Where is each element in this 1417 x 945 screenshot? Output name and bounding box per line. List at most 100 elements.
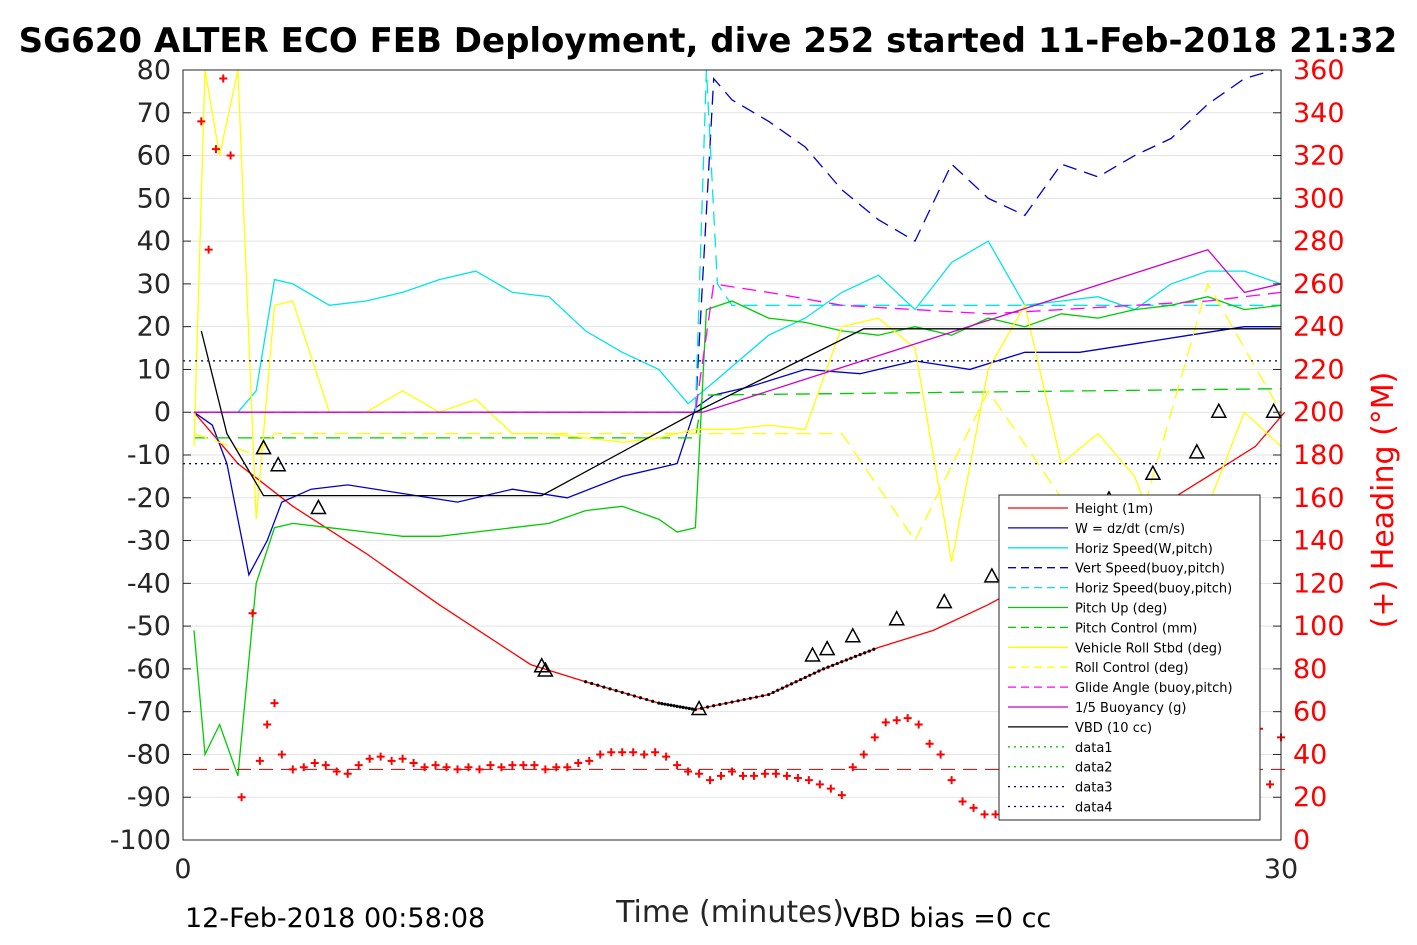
height-trace-dot [831,663,835,667]
heading-point [226,151,235,160]
tick-label-left: -100 [110,825,171,856]
series-line-w-dz-dt-cm-s [193,326,1281,577]
heading-point [629,748,638,757]
heading-point [299,763,308,772]
heading-point [211,145,220,154]
heading-point [804,776,813,785]
heading-point [248,609,257,618]
heading-point [541,765,550,774]
height-trace-dot [844,658,848,662]
height-trace-dot [651,699,655,703]
height-trace-dot [776,688,780,692]
heading-point [870,733,879,742]
height-trace-dot [712,704,716,708]
height-trace-dot [821,667,826,671]
tick-label-left: 50 [137,183,171,214]
height-trace-dot [645,697,649,702]
heading-point [310,759,319,767]
triangle-marker [533,657,550,673]
heading-point [717,771,726,780]
height-trace-dot [608,687,612,691]
height-trace-dot [632,694,637,698]
heading-point [925,739,934,748]
height-trace-dot [690,707,694,711]
heading-point [881,718,890,727]
heading-point [782,771,791,780]
tick-label-right: 300 [1293,183,1345,214]
height-trace-dot [754,695,759,699]
legend-label: Horiz Speed(buoy,pitch) [1075,582,1232,597]
heading-point [947,776,956,785]
legend-box [998,494,1261,821]
height-trace-dot [638,696,643,700]
heading-point [914,720,923,729]
heading-point [859,750,868,759]
heading-point [673,761,682,770]
heading-point [728,767,736,776]
legend-label: Height (1m) [1075,502,1153,517]
triangle-marker [888,610,905,626]
legend-label: data3 [1075,781,1113,796]
tick-label-left: -40 [127,568,171,599]
heading-point [815,780,824,789]
tick-label-right: 340 [1293,98,1345,129]
tick-label-right: 0 [1293,825,1310,856]
height-trace-dot [724,701,728,705]
triangle-marker [690,699,708,716]
tick-label-right: 160 [1293,483,1345,514]
chart-title: SG620 ALTER ECO FEB Deployment, dive 252… [19,21,1398,61]
height-trace-dot [771,690,775,695]
heading-point [607,748,616,757]
heading-point [475,765,484,774]
triangle-marker [537,661,554,677]
heading-point [431,761,440,770]
triangle-marker [983,567,1001,583]
heading-point [662,752,671,761]
height-trace-dot [794,680,798,684]
height-trace-dot [863,651,867,655]
tick-label-right: 180 [1293,440,1345,471]
heading-point [837,791,846,800]
series-line-vert-speed-buoy-pitch [694,69,1274,413]
heading-point [321,761,330,770]
heading-point [980,810,989,819]
tick-label-left: 60 [137,141,171,172]
heading-point [288,765,297,774]
tick-label-left: 80 [137,55,171,86]
tick-label-right: 360 [1293,55,1345,86]
legend-label: Vehicle Roll Stbd (deg) [1075,641,1222,656]
triangle-marker [844,627,862,643]
series-line-horiz-speed-w-pitch [194,240,1282,413]
tick-label-x: 30 [1264,854,1298,885]
height-trace-dot [675,704,679,708]
heading-point [793,773,802,782]
heading-point [277,750,286,759]
heading-point [969,803,978,812]
heading-point [486,761,495,770]
heading-point [771,769,780,778]
height-trace-dot [840,660,844,664]
tick-label-left: 0 [154,397,171,428]
tick-label-right: 140 [1293,526,1345,557]
tick-label-left: 70 [137,98,171,129]
series-line-glide-angle-buoy-pitch [194,283,1282,413]
tick-label-x: 0 [174,854,191,885]
tick-label-left: 30 [137,269,171,300]
heading-point [343,769,352,778]
height-trace-dot [687,706,691,711]
triangle-marker [818,640,836,656]
legend-label: data2 [1075,761,1113,776]
tick-label-right: 240 [1293,312,1345,343]
tick-label-right: 80 [1293,654,1327,685]
height-trace-dot [660,702,664,706]
heading-point [684,767,693,776]
height-trace-dot [663,702,667,706]
tick-label-left: 10 [137,354,171,385]
height-trace-dot [799,677,803,682]
heading-point [618,748,627,757]
heading-point [508,761,517,770]
heading-point [991,810,1000,819]
x-axis-label: Time (minutes) [615,895,844,930]
height-trace-dot [826,665,830,669]
heading-point [332,767,341,776]
